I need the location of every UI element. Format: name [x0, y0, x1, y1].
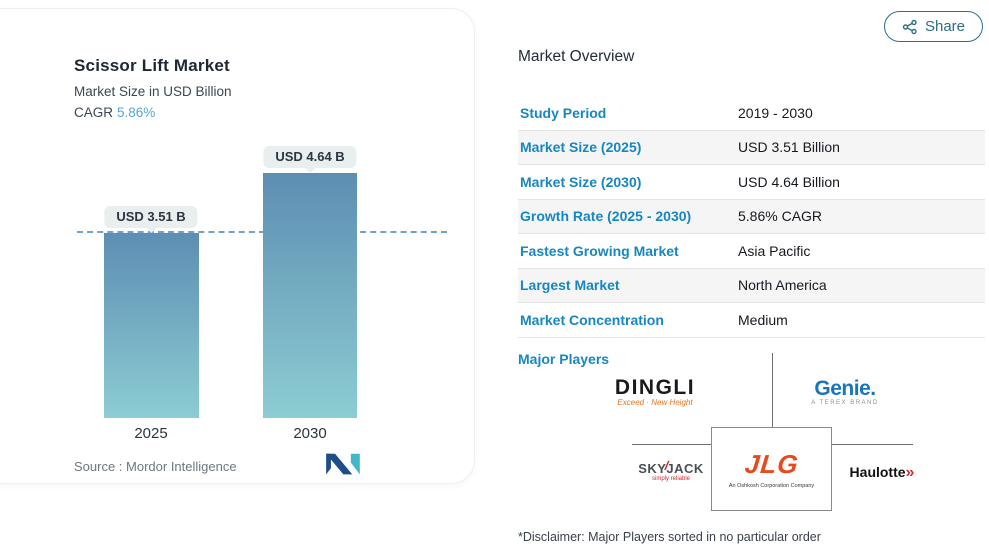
jlg-wordmark: JLG	[743, 449, 800, 479]
jlg-logo-box: JLG An Oshkosh Corporation Company	[711, 427, 832, 511]
x-axis-label-2030: 2030	[293, 425, 327, 442]
skyjack-tagline: simply reliable	[651, 476, 690, 482]
source-label: Source :	[74, 459, 127, 474]
genie-logo: Genie. A TEREX BRAND	[780, 377, 910, 406]
table-row: Largest Market North America	[518, 268, 985, 303]
cagr-label: CAGR	[74, 105, 114, 120]
row-label[interactable]: Largest Market	[520, 277, 620, 294]
bar-value-label-2030: USD 4.64 B	[263, 146, 357, 173]
row-value: Medium	[738, 311, 788, 328]
chart-subtitle: Market Size in USD Billion	[74, 84, 232, 99]
genie-wordmark: Genie.	[814, 377, 876, 400]
skyjack-logo: SKYJACK / simply reliable	[606, 457, 736, 482]
row-value: USD 3.51 Billion	[738, 139, 840, 156]
x-axis-label-2025: 2025	[134, 425, 168, 442]
cagr-value: 5.86%	[117, 105, 156, 120]
haulotte-logo: Haulotte»	[816, 464, 946, 482]
bar-2025	[104, 233, 199, 418]
share-button-label: Share	[924, 18, 966, 35]
connector-right-line	[832, 444, 913, 445]
jlg-tagline: An Oshkosh Corporation Company	[728, 483, 815, 489]
market-overview-table: Study Period 2019 - 2030 Market Size (202…	[518, 96, 985, 338]
chart-title: Scissor Lift Market	[74, 56, 230, 75]
row-value: 5.86% CAGR	[738, 208, 823, 225]
table-row: Market Size (2025) USD 3.51 Billion	[518, 130, 985, 165]
reference-dashed-line	[77, 231, 447, 233]
source-attribution: Source : Mordor Intelligence	[74, 459, 237, 474]
dingli-tagline: Exceed · New Height	[617, 398, 693, 407]
row-label[interactable]: Growth Rate (2025 - 2030)	[520, 208, 692, 225]
source-name: Mordor Intelligence	[126, 459, 237, 474]
row-value: North America	[738, 277, 827, 294]
dingli-logo: DINGLI Exceed · New Height	[590, 376, 720, 407]
share-nodes-icon	[902, 19, 917, 34]
row-value: 2019 - 2030	[738, 104, 813, 121]
share-button[interactable]: Share	[884, 11, 983, 42]
skyjack-wordmark: SKYJACK /	[638, 457, 704, 476]
bar-2030	[263, 173, 357, 418]
haulotte-chevrons-icon: »	[905, 464, 915, 481]
row-label[interactable]: Market Size (2025)	[520, 139, 642, 156]
table-row: Growth Rate (2025 - 2030) 5.86% CAGR	[518, 199, 985, 234]
genie-tagline: A TEREX BRAND	[811, 400, 879, 406]
connector-left-line	[632, 444, 711, 445]
row-label[interactable]: Study Period	[520, 104, 607, 121]
table-row: Study Period 2019 - 2030	[518, 96, 985, 131]
haulotte-wordmark: Haulotte	[849, 464, 906, 480]
disclaimer-text: *Disclaimer: Major Players sorted in no …	[518, 530, 821, 544]
market-overview-title: Market Overview	[518, 48, 635, 65]
row-value: Asia Pacific	[738, 242, 811, 259]
table-row: Market Concentration Medium	[518, 303, 985, 338]
major-players-heading: Major Players	[518, 351, 610, 367]
row-label[interactable]: Fastest Growing Market	[520, 242, 679, 259]
table-row: Fastest Growing Market Asia Pacific	[518, 234, 985, 269]
market-snapshot-card: Scissor Lift Market Market Size in USD B…	[0, 8, 475, 484]
bar-chart: USD 3.51 B USD 4.64 B	[0, 9, 476, 418]
chart-cagr: CAGR 5.86%	[74, 105, 155, 120]
mordor-intelligence-logo-icon	[326, 453, 360, 475]
major-players-diagram: DINGLI Exceed · New Height Genie. A TERE…	[518, 345, 985, 523]
row-label[interactable]: Market Size (2030)	[520, 173, 642, 190]
row-label[interactable]: Market Concentration	[520, 311, 664, 328]
table-row: Market Size (2030) USD 4.64 Billion	[518, 165, 985, 200]
dingli-wordmark: DINGLI	[614, 376, 696, 399]
bar-value-label-2025: USD 3.51 B	[104, 206, 198, 233]
connector-vertical-line	[772, 353, 773, 428]
row-value: USD 4.64 Billion	[738, 173, 840, 190]
